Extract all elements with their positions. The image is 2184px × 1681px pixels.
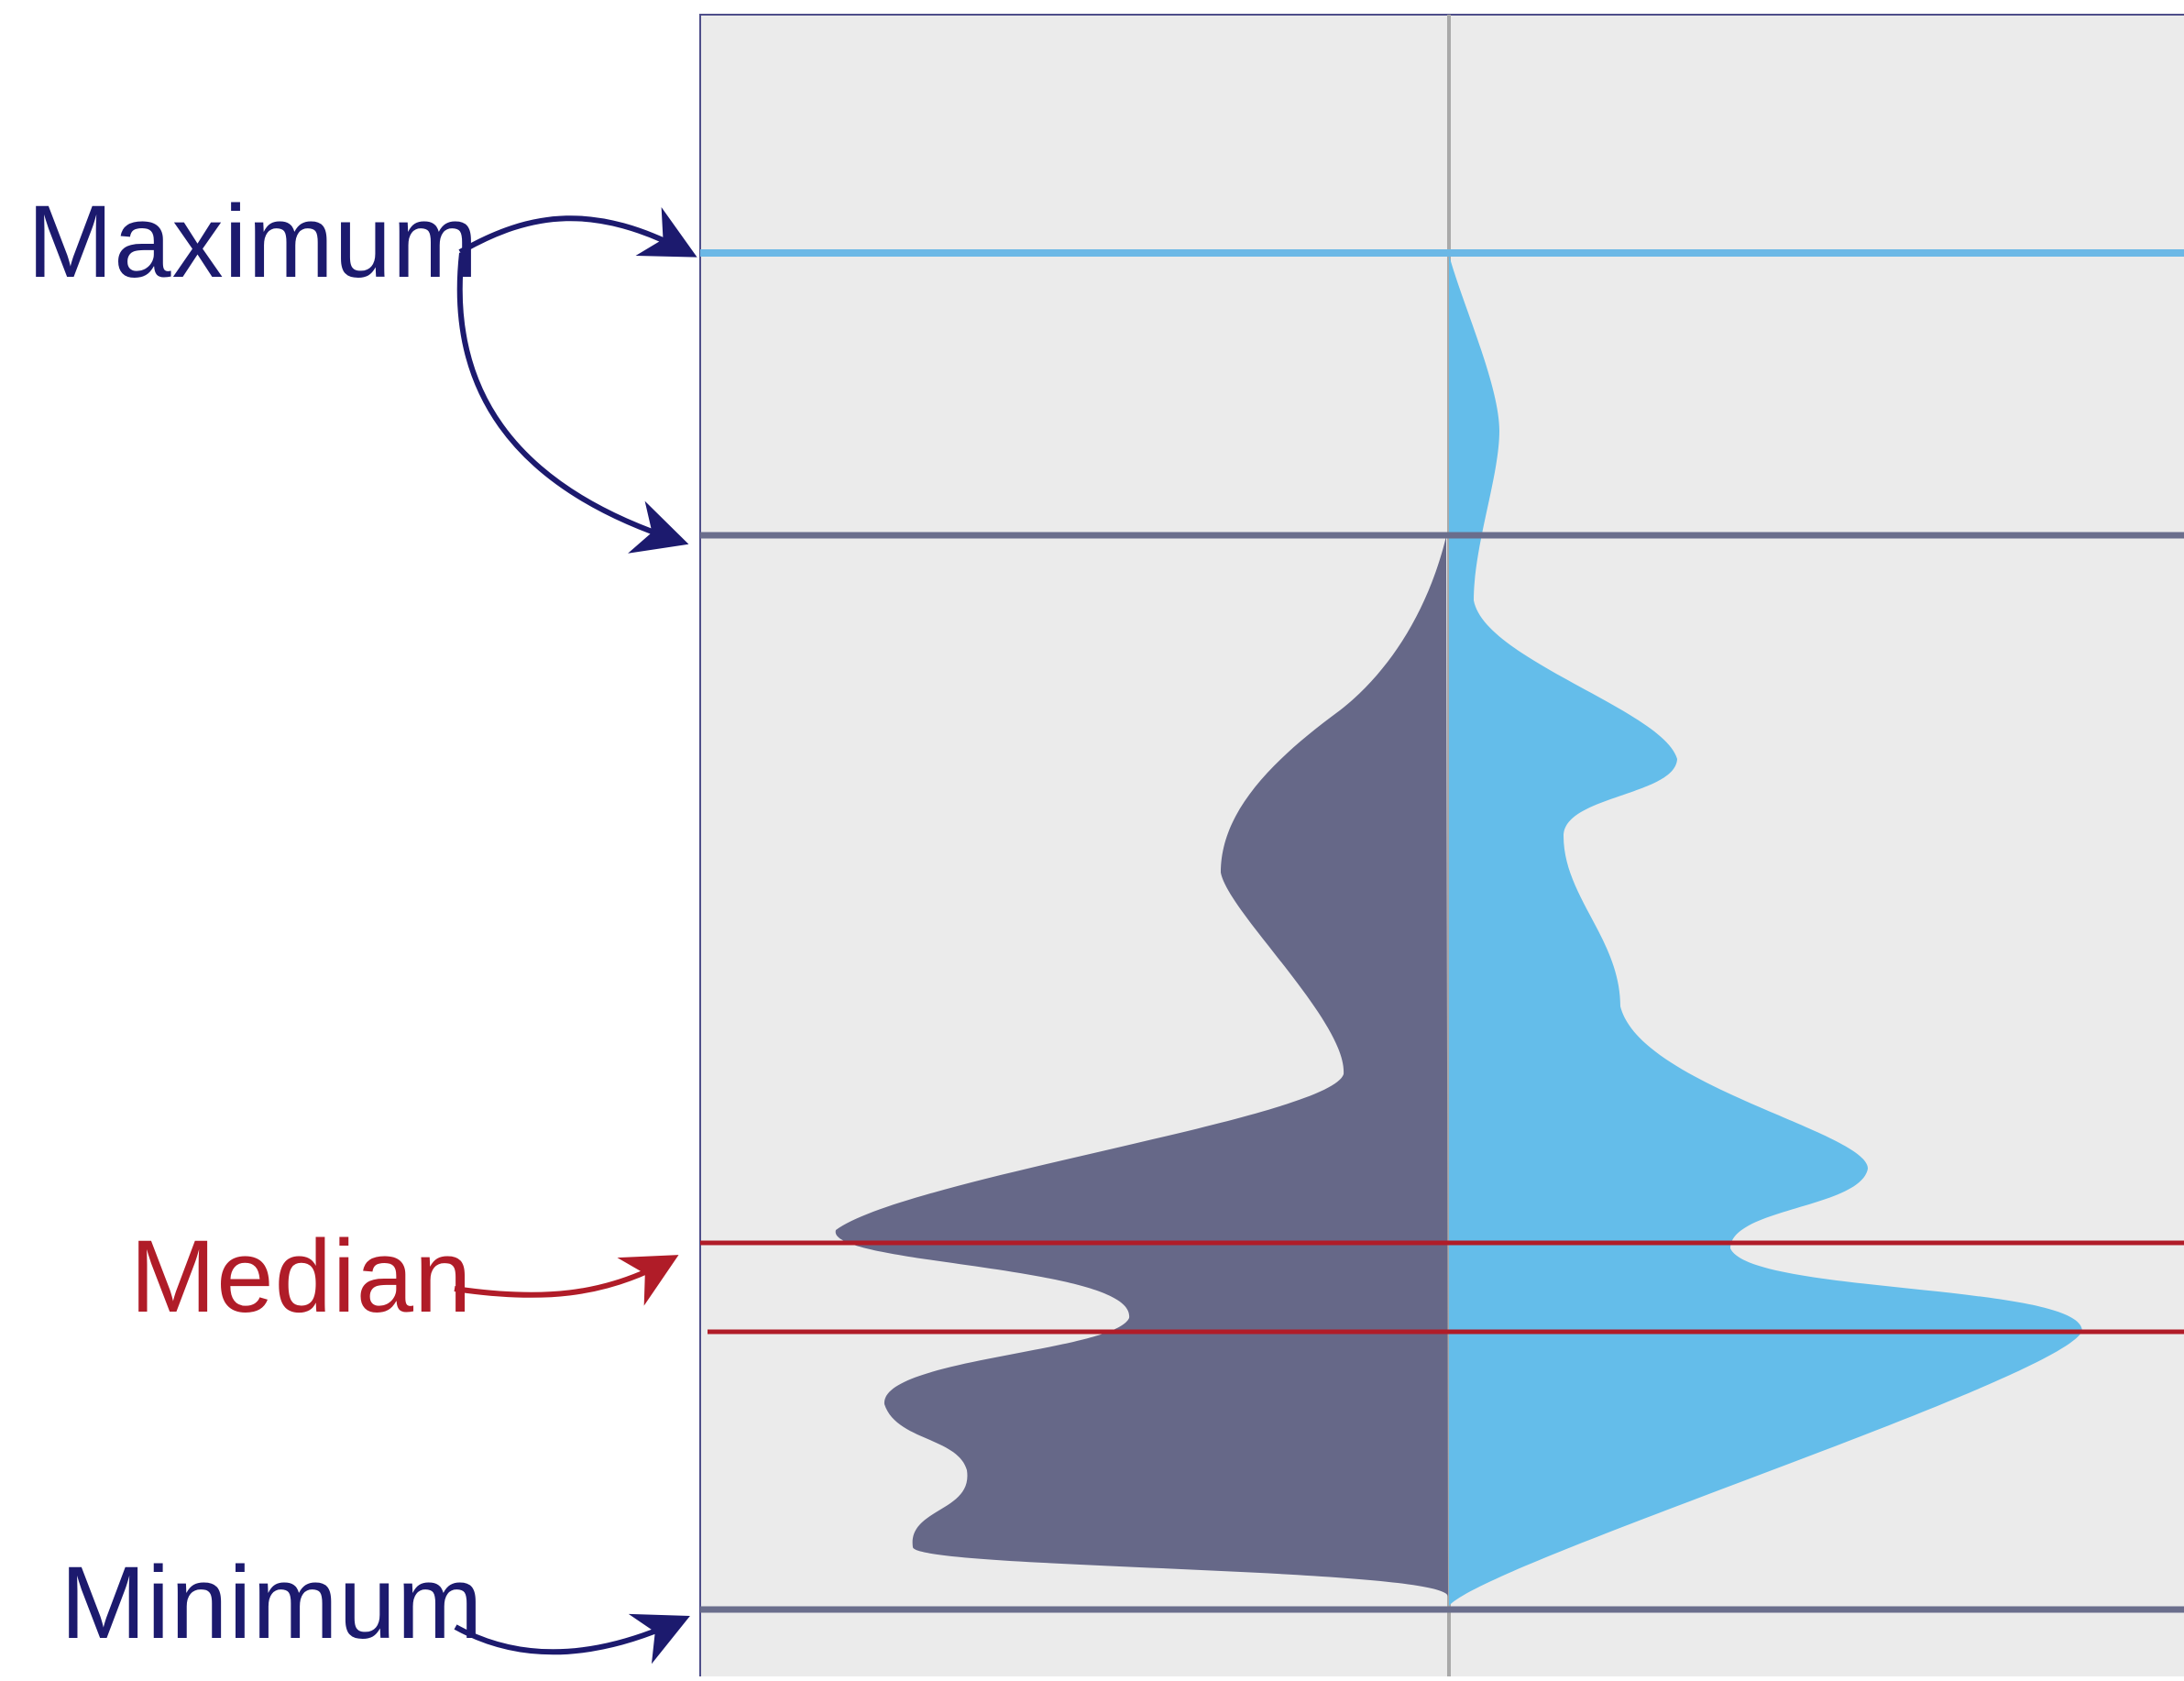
maximum-arrow-left — [456, 252, 689, 554]
median-label: Median — [130, 1219, 473, 1334]
minimum-arrow — [454, 1613, 690, 1665]
maximum-arrow-right — [458, 207, 697, 258]
minimum-label: Minimum — [60, 1545, 484, 1660]
maximum-label: Maximum — [27, 184, 479, 299]
right-half-violin — [1449, 255, 2082, 1606]
median-arrow — [454, 1255, 679, 1306]
